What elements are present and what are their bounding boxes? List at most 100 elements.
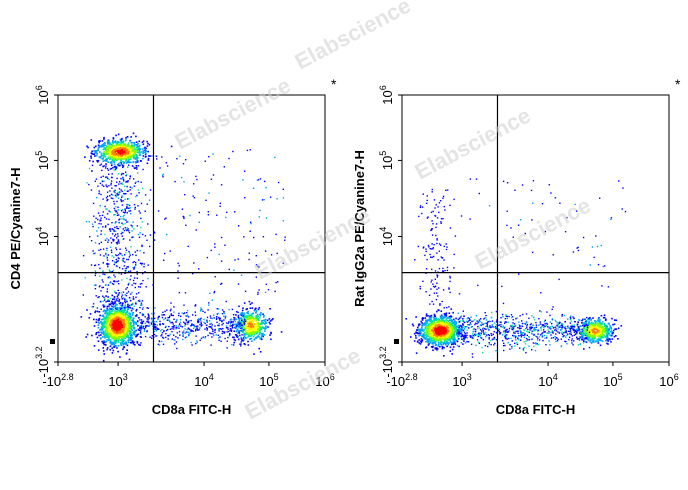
event-dot (445, 318, 448, 320)
event-dot (166, 319, 169, 321)
event-dot (114, 300, 116, 303)
event-dot (258, 323, 260, 325)
event-dot (222, 327, 224, 330)
event-dot (118, 298, 121, 301)
event-dot (124, 147, 127, 149)
event-dot (101, 286, 103, 289)
event-dot (237, 314, 240, 317)
event-dot (153, 232, 156, 234)
event-dot (133, 144, 136, 146)
event-dot (240, 327, 242, 330)
x-tick-label: -102.8 (42, 372, 73, 389)
event-dot (142, 140, 145, 142)
event-dot (167, 334, 169, 337)
event-dot (243, 315, 246, 318)
x-tick-label: 103 (108, 372, 127, 389)
event-dot (432, 345, 434, 348)
event-dot (160, 335, 162, 337)
event-dot (436, 319, 438, 321)
event-dot (199, 318, 201, 321)
event-dot (165, 329, 168, 332)
event-dot (140, 322, 142, 324)
event-dot (244, 290, 247, 292)
event-dot (223, 315, 225, 318)
event-dot (133, 330, 135, 333)
event-dot (186, 321, 189, 323)
event-dot (230, 329, 233, 331)
event-dot (202, 336, 204, 338)
event-dot (142, 306, 144, 309)
event-dot (106, 167, 109, 170)
event-dot (127, 160, 129, 162)
event-dot (86, 333, 89, 336)
event-dot (159, 323, 161, 325)
event-dot (119, 147, 122, 149)
event-dot (110, 249, 113, 251)
event-dot (145, 286, 147, 288)
event-dot (120, 210, 123, 212)
event-dot (107, 284, 110, 286)
event-dot (102, 286, 104, 289)
event-dot (144, 146, 146, 149)
event-dot (105, 295, 107, 297)
event-dot (114, 185, 116, 187)
event-dot (103, 136, 105, 139)
event-dot (252, 331, 255, 333)
event-dot (129, 317, 132, 319)
event-dot (96, 153, 98, 155)
event-dot (138, 145, 140, 148)
event-dot (189, 332, 191, 334)
event-dot (184, 322, 186, 324)
event-dot (192, 272, 194, 275)
event-dot (111, 324, 114, 326)
event-dot (135, 293, 138, 295)
event-dot (99, 140, 101, 142)
event-dot (164, 317, 167, 319)
event-dot (97, 148, 99, 150)
event-dot (164, 252, 166, 255)
event-dot (99, 275, 101, 277)
event-dot (125, 353, 128, 355)
event-dot (119, 154, 121, 157)
event-dot (115, 233, 117, 236)
event-dot (436, 327, 438, 329)
event-dot (264, 330, 266, 332)
event-dot (123, 218, 125, 221)
event-dot (126, 300, 128, 303)
event-dot (90, 157, 92, 159)
event-dot (442, 322, 445, 325)
event-dot (135, 135, 137, 138)
event-dot (105, 330, 107, 333)
event-dot (415, 337, 417, 339)
event-dot (244, 197, 246, 199)
event-dot (451, 348, 454, 351)
event-dot (118, 338, 120, 340)
event-dot (170, 145, 173, 148)
event-dot (122, 316, 125, 318)
event-dot (136, 194, 138, 197)
event-dot (102, 295, 104, 297)
event-dot (115, 322, 117, 325)
event-dot (124, 143, 126, 146)
event-dot (187, 323, 189, 325)
event-dot (230, 330, 233, 332)
event-dot (125, 335, 128, 337)
event-dot (197, 319, 199, 321)
event-dot (142, 325, 145, 327)
event-dot (113, 327, 115, 330)
event-dot (118, 219, 120, 221)
event-dot (104, 324, 107, 327)
event-dot (256, 328, 259, 330)
event-dot (175, 328, 177, 330)
event-dot (129, 210, 132, 212)
event-dot (145, 150, 147, 152)
event-dot (169, 315, 171, 317)
event-dot (135, 308, 138, 311)
event-dot (214, 243, 216, 245)
event-dot (123, 316, 126, 319)
event-dot (146, 145, 149, 147)
event-dot (270, 332, 272, 335)
event-dot (97, 212, 100, 214)
event-dot (106, 324, 108, 327)
event-dot (178, 327, 180, 329)
